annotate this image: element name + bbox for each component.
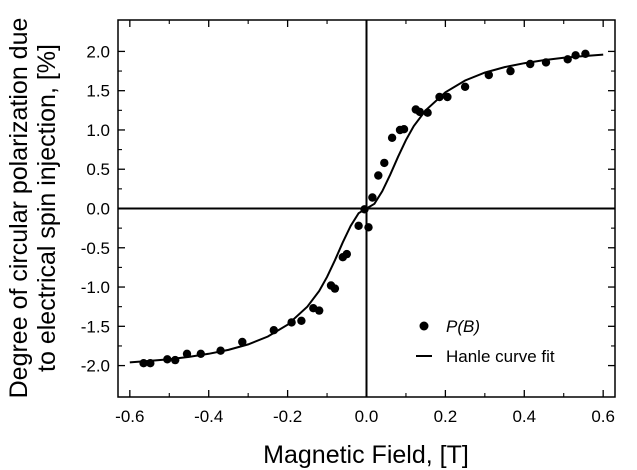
x-tick-label: 0.0 bbox=[355, 407, 379, 426]
legend-label-fit: Hanle curve fit bbox=[446, 347, 555, 366]
data-point bbox=[541, 58, 551, 67]
y-tick-label: 1.0 bbox=[86, 121, 110, 140]
data-point bbox=[330, 284, 340, 293]
data-point bbox=[238, 337, 247, 347]
data-point bbox=[196, 349, 205, 358]
data-point bbox=[146, 359, 155, 368]
y-axis-title-line-2: to electrical spin injection, [%] bbox=[33, 44, 61, 372]
y-tick-label: -1.0 bbox=[81, 278, 110, 297]
data-point bbox=[399, 125, 409, 134]
x-tick-label: -0.4 bbox=[194, 407, 223, 426]
y-tick-label: -1.5 bbox=[81, 317, 110, 336]
data-point bbox=[360, 205, 369, 214]
x-tick-label: 0.6 bbox=[591, 407, 615, 426]
data-point bbox=[563, 55, 572, 64]
data-point bbox=[387, 133, 397, 142]
data-point bbox=[415, 107, 424, 117]
data-point bbox=[163, 355, 172, 364]
data-point bbox=[380, 158, 389, 168]
data-point bbox=[364, 223, 373, 232]
data-point bbox=[484, 70, 493, 80]
data-point bbox=[315, 306, 324, 315]
legend: P(B) Hanle curve fit bbox=[416, 317, 555, 366]
y-tick-label: 0.5 bbox=[86, 160, 110, 179]
y-tick-label: -2.0 bbox=[81, 357, 110, 376]
data-point bbox=[297, 316, 306, 325]
data-point bbox=[342, 249, 351, 259]
data-point bbox=[139, 359, 148, 368]
data-point bbox=[571, 51, 580, 60]
data-point bbox=[460, 82, 470, 92]
data-point bbox=[374, 171, 383, 180]
data-point bbox=[435, 92, 444, 102]
data-point bbox=[368, 193, 377, 202]
data-point bbox=[354, 221, 363, 230]
data-point bbox=[287, 318, 296, 327]
legend-label-points: P(B) bbox=[446, 317, 480, 336]
data-point bbox=[526, 59, 535, 69]
data-points-layer bbox=[139, 49, 590, 368]
x-tick-label: -0.2 bbox=[273, 407, 302, 426]
y-axis-title-line-1: Degree of circular polarization due bbox=[5, 18, 33, 399]
data-point bbox=[182, 349, 192, 358]
y-tick-label: -0.5 bbox=[81, 239, 110, 258]
y-tick-label: 0.0 bbox=[86, 200, 110, 219]
y-tick-label: 2.0 bbox=[86, 42, 110, 61]
x-axis-title: Magnetic Field, [T] bbox=[263, 441, 469, 469]
data-point bbox=[506, 66, 515, 76]
data-point bbox=[269, 326, 278, 335]
data-point bbox=[581, 49, 590, 58]
y-tick-label: 1.5 bbox=[86, 82, 110, 101]
x-tick-label: -0.6 bbox=[115, 407, 144, 426]
data-point bbox=[171, 355, 180, 365]
data-point bbox=[216, 346, 225, 355]
legend-marker-points bbox=[419, 321, 429, 331]
x-tick-label: 0.4 bbox=[512, 407, 536, 426]
data-point bbox=[423, 108, 432, 117]
x-tick-label: 0.2 bbox=[434, 407, 458, 426]
data-point bbox=[443, 92, 452, 102]
